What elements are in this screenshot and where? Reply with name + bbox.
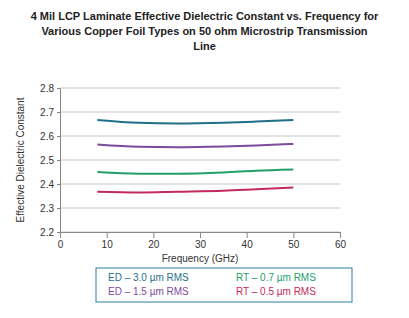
- title-line: 4 Mil LCP Laminate Effective Dielectric …: [31, 10, 379, 22]
- title-line: Line: [193, 40, 216, 52]
- grid-line: [60, 184, 340, 185]
- x-tick-label: 30: [195, 239, 207, 250]
- y-axis-title: Effective Dielectric Constant: [15, 97, 26, 222]
- grid: [60, 88, 340, 232]
- legend: ED – 3.0 µm RMS ED – 1.5 µm RMS RT – 0.7 µ…: [96, 268, 352, 302]
- x-tick-label: 60: [335, 239, 347, 250]
- x-axis: 0 10 20 30 40 50 60: [58, 232, 347, 250]
- series-line: [97, 170, 293, 174]
- grid-line: [60, 160, 340, 161]
- legend-box: [96, 268, 352, 302]
- x-tick: 0: [58, 232, 64, 250]
- grid-line: [60, 88, 340, 89]
- y-axis: 2.2 2.3 2.4 2.5 2.6 2.7 2.8: [40, 83, 60, 238]
- y-tick-mark: [57, 112, 60, 113]
- y-tick-label: 2.8: [40, 83, 54, 94]
- x-tick-mark: [340, 232, 341, 238]
- y-tick-label: 2.7: [40, 107, 54, 118]
- y-tick-label: 2.3: [40, 203, 54, 214]
- grid-line: [60, 136, 340, 137]
- series-line: [97, 120, 293, 124]
- legend-entry: ED – 1.5 µm RMS: [108, 286, 189, 297]
- plot-area: [97, 120, 293, 192]
- legend-entry: RT – 0.7 µm RMS: [236, 272, 316, 283]
- y-tick: 2.2: [40, 227, 60, 238]
- x-tick-mark: [293, 232, 294, 238]
- x-tick: 30: [195, 232, 207, 250]
- y-tick: 2.6: [40, 131, 60, 142]
- y-tick-label: 2.5: [40, 155, 54, 166]
- title: 4 Mil LCP Laminate Effective Dielectric …: [31, 10, 379, 52]
- x-tick-label: 40: [242, 239, 254, 250]
- y-tick: 2.3: [40, 203, 60, 214]
- y-tick-mark: [57, 88, 60, 89]
- y-tick-mark: [57, 208, 60, 209]
- x-tick: 60: [335, 232, 347, 250]
- x-tick: 40: [242, 232, 254, 250]
- y-tick: 2.5: [40, 155, 60, 166]
- title-line: Various Copper Foil Types on 50 ohm Micr…: [41, 25, 367, 37]
- grid-line: [60, 208, 340, 209]
- y-tick: 2.7: [40, 107, 60, 118]
- chart: 4 Mil LCP Laminate Effective Dielectric …: [0, 0, 409, 318]
- x-tick-label: 0: [58, 239, 64, 250]
- x-tick-label: 10: [102, 239, 114, 250]
- grid-line: [60, 112, 340, 113]
- y-tick-label: 2.4: [40, 179, 54, 190]
- legend-entry: ED – 3.0 µm RMS: [108, 272, 189, 283]
- y-tick-label: 2.2: [40, 227, 54, 238]
- series-line: [97, 144, 293, 147]
- y-tick-mark: [57, 184, 60, 185]
- x-tick-mark: [200, 232, 201, 238]
- x-tick: 10: [102, 232, 114, 250]
- legend-entry: RT – 0.5 µm RMS: [236, 286, 316, 297]
- y-tick-mark: [57, 136, 60, 137]
- y-tick: 2.8: [40, 83, 60, 94]
- x-tick-mark: [247, 232, 248, 238]
- series-line: [97, 188, 293, 193]
- x-tick-label: 50: [288, 239, 300, 250]
- x-tick-mark: [153, 232, 154, 238]
- y-axis-line: [57, 89, 61, 233]
- x-axis-title: Frequency (GHz): [162, 253, 239, 264]
- y-tick-mark: [57, 160, 60, 161]
- y-tick-label: 2.6: [40, 131, 54, 142]
- x-tick-mark: [107, 232, 108, 238]
- x-tick: 50: [288, 232, 300, 250]
- x-tick-label: 20: [148, 239, 160, 250]
- y-tick: 2.4: [40, 179, 60, 190]
- x-tick: 20: [148, 232, 160, 250]
- y-tick-mark: [57, 232, 60, 233]
